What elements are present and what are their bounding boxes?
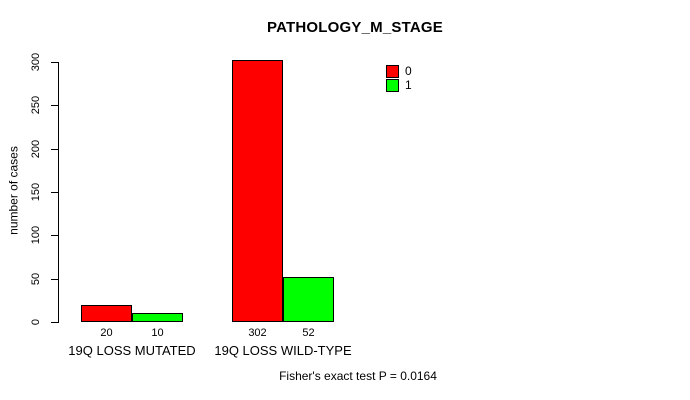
legend-item-1: 1 bbox=[386, 78, 412, 92]
y-tick-mark bbox=[51, 105, 58, 106]
y-tick-mark bbox=[51, 279, 58, 280]
y-tick-label: 200 bbox=[30, 139, 42, 159]
category-label: 19Q LOSS WILD-TYPE bbox=[214, 343, 352, 358]
bar-value-label: 302 bbox=[248, 327, 267, 339]
legend-swatch-icon bbox=[386, 64, 399, 78]
y-axis-title: number of cases bbox=[6, 146, 21, 235]
bar-0-19q-loss-wild-type bbox=[232, 60, 283, 322]
y-tick-label: 50 bbox=[30, 272, 42, 286]
y-axis-line bbox=[58, 62, 59, 323]
y-tick-mark bbox=[51, 192, 58, 193]
y-tick-label: 150 bbox=[30, 182, 42, 202]
y-tick-mark bbox=[51, 322, 58, 323]
legend-item-0: 0 bbox=[386, 64, 412, 78]
y-tick-label: 250 bbox=[30, 95, 42, 115]
chart-title: PATHOLOGY_M_STAGE bbox=[267, 19, 443, 36]
y-tick-label: 300 bbox=[30, 52, 42, 72]
legend-label: 0 bbox=[405, 63, 412, 78]
bar-value-label: 10 bbox=[151, 327, 164, 339]
bar-0-19q-loss-mutated bbox=[81, 305, 132, 322]
y-tick-mark bbox=[51, 235, 58, 236]
bar-value-label: 20 bbox=[100, 327, 113, 339]
y-tick-label: 100 bbox=[30, 225, 42, 245]
bar-1-19q-loss-mutated bbox=[132, 313, 183, 322]
legend-label: 1 bbox=[405, 77, 412, 92]
y-tick-mark bbox=[51, 149, 58, 150]
annotation-text: Fisher's exact test P = 0.0164 bbox=[279, 369, 437, 383]
category-label: 19Q LOSS MUTATED bbox=[68, 343, 196, 358]
y-tick-label: 0 bbox=[30, 318, 42, 326]
bar-value-label: 52 bbox=[302, 327, 315, 339]
legend-swatch-icon bbox=[386, 78, 399, 92]
y-tick-mark bbox=[51, 62, 58, 63]
bar-1-19q-loss-wild-type bbox=[283, 277, 334, 322]
